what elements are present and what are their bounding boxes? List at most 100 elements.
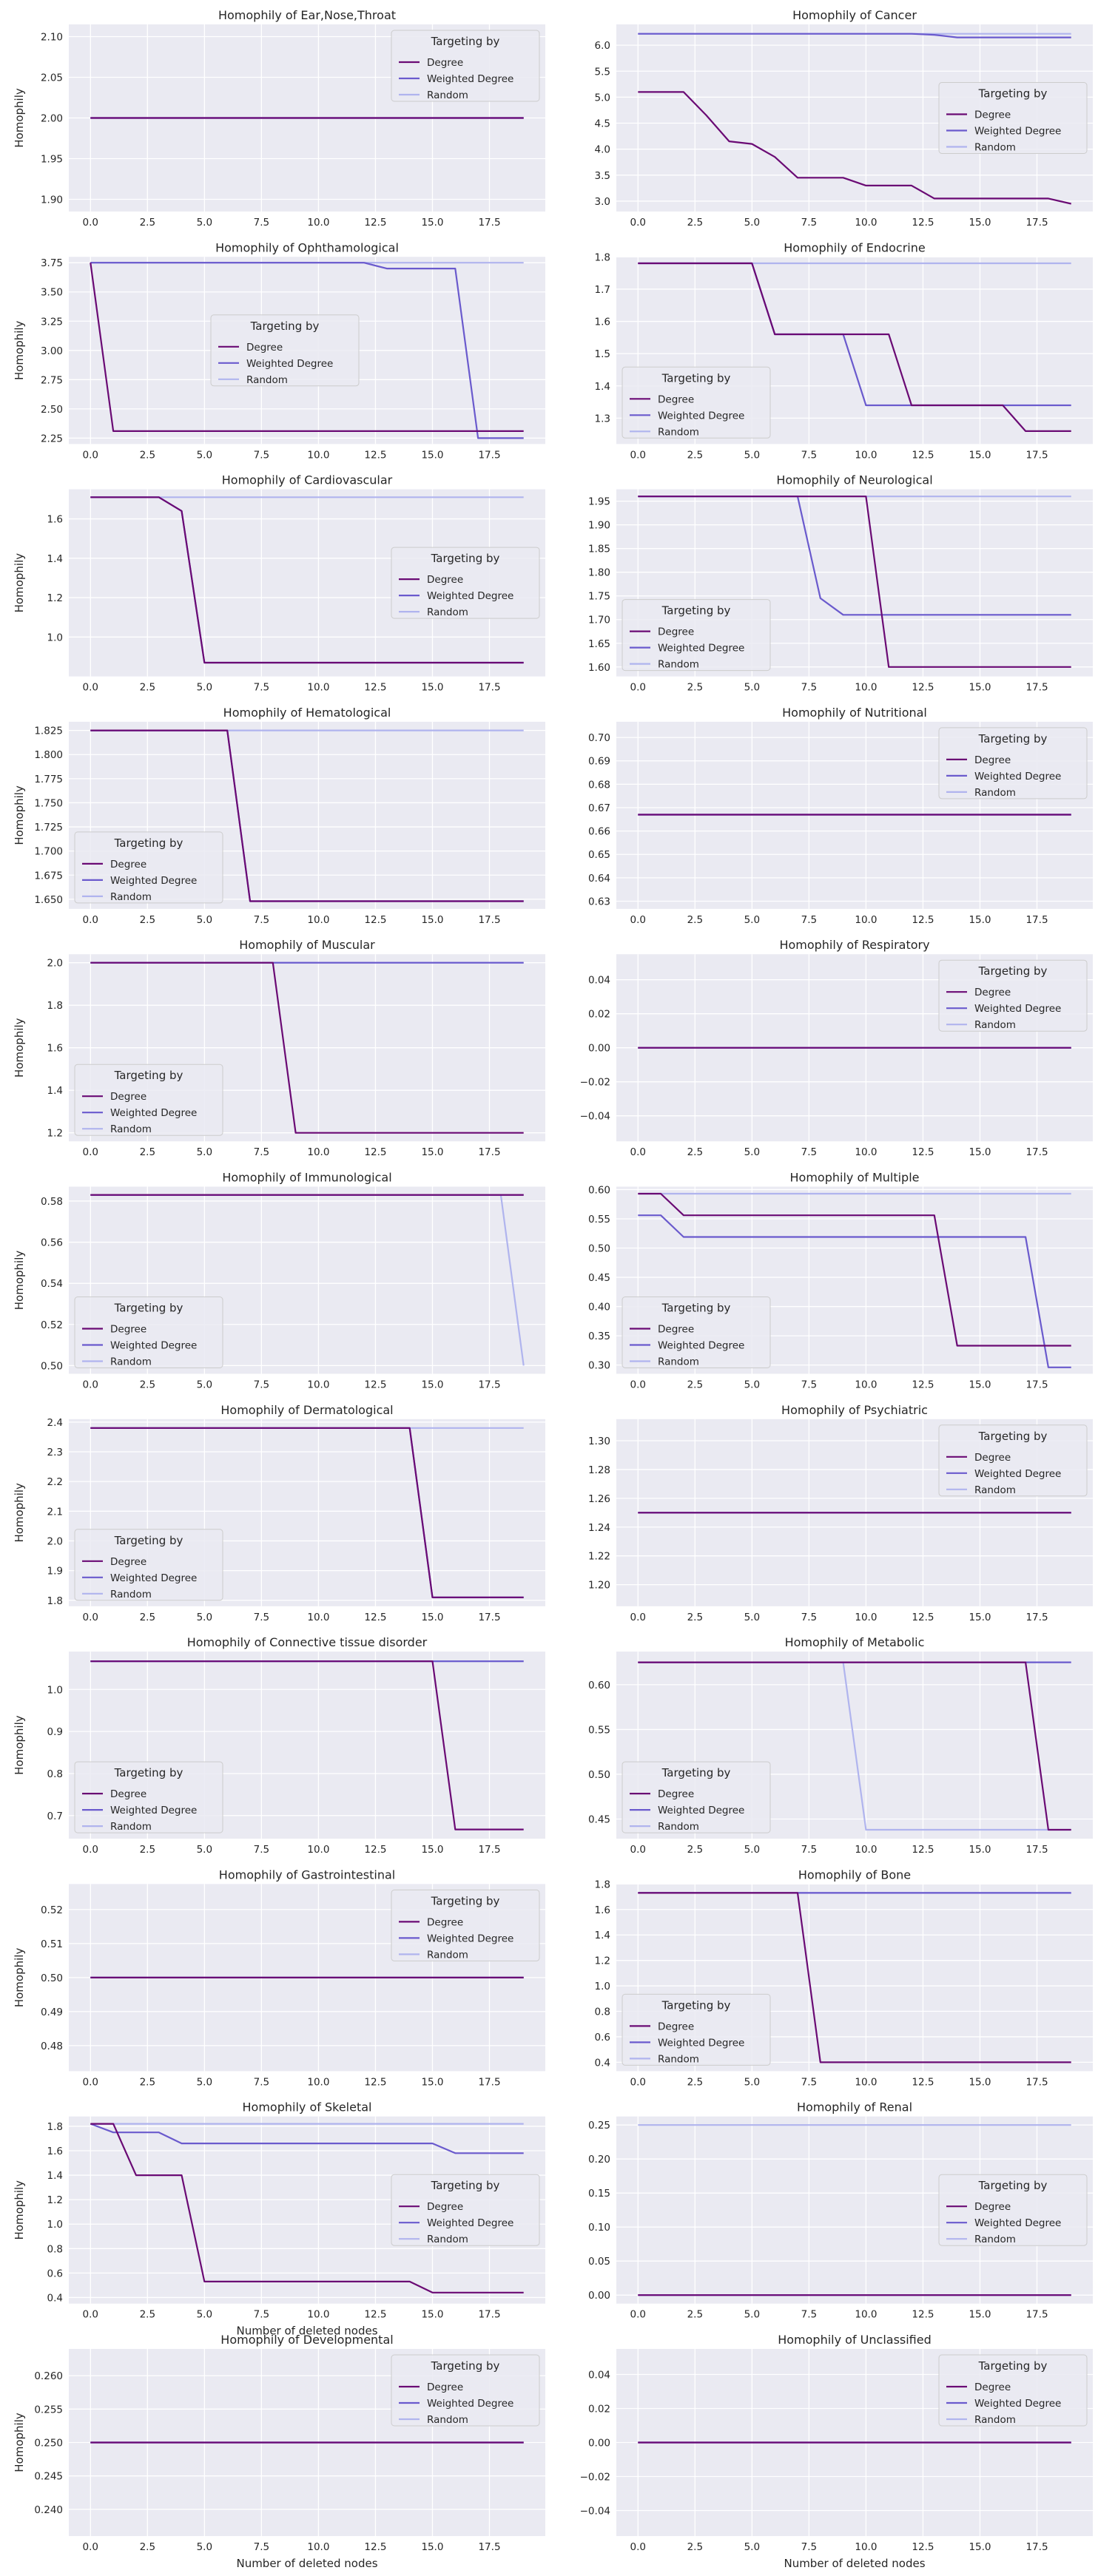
x-tick-label: 0.0 [83, 1844, 98, 1856]
x-tick-label: 10.0 [307, 1612, 329, 1623]
legend-title: Targeting by [661, 604, 731, 618]
x-tick-label: 12.5 [364, 449, 386, 461]
y-tick-label: 1.4 [47, 2170, 63, 2182]
y-tick-label: 3.75 [41, 257, 63, 269]
x-tick-label: 5.0 [197, 1379, 212, 1391]
legend-label: Random [427, 2414, 468, 2426]
legend-title: Targeting by [431, 2359, 500, 2373]
legend-box [938, 959, 1088, 1032]
subplot-18: 0.0 2.5 5.0 7.5 10.0 12.5 15.0 17.5 0.4 0.6 0.8 1.0… [595, 1867, 1093, 2088]
legend-label: Random [427, 2234, 468, 2245]
x-tick-label: 15.0 [969, 682, 991, 694]
x-tick-label: 12.5 [912, 1844, 934, 1856]
subplot-title: Homophily of Respiratory [779, 938, 929, 952]
y-tick-label: 0.50 [588, 1769, 610, 1781]
legend: Targeting by Degree Weighted Degree Random [938, 1424, 1088, 1497]
x-axis-label: Number of deleted nodes [784, 2557, 925, 2570]
x-tick-label: 15.0 [969, 1612, 991, 1623]
x-tick-label: 17.5 [1025, 217, 1048, 229]
legend: Targeting by Degree Weighted Degree Random [391, 30, 540, 102]
y-tick-label: 0.69 [588, 756, 610, 768]
legend-label: Weighted Degree [974, 1003, 1061, 1015]
y-tick-label: 0.04 [588, 2370, 610, 2381]
x-tick-label: 5.0 [197, 682, 212, 694]
legend-title: Targeting by [114, 1069, 183, 1082]
y-tick-label: 1.2 [595, 1955, 610, 1967]
legend-title: Targeting by [978, 964, 1048, 978]
x-tick-label: 10.0 [307, 217, 329, 229]
x-tick-label: 12.5 [364, 2076, 386, 2088]
legend-label: Degree [427, 57, 463, 69]
legend-label: Random [110, 1589, 152, 1600]
subplot-20: 0.0 2.5 5.0 7.5 10.0 12.5 15.0 17.5 0.00 0.05 0.10… [588, 2100, 1093, 2321]
x-tick-label: 10.0 [855, 914, 877, 926]
y-tick-label: 5.0 [595, 92, 610, 104]
x-tick-label: 12.5 [912, 217, 934, 229]
x-tick-label: 0.0 [630, 1844, 646, 1856]
x-tick-label: 17.5 [1025, 1146, 1048, 1158]
x-tick-label: 0.0 [630, 2541, 646, 2553]
x-tick-label: 15.0 [969, 2309, 991, 2321]
legend: Targeting by Degree Weighted Degree Random [74, 1529, 223, 1601]
y-tick-label: 1.95 [41, 154, 63, 166]
x-tick-label: 0.0 [630, 1379, 646, 1391]
y-tick-label: 0.55 [588, 1214, 610, 1226]
legend: Targeting by Degree Weighted Degree Random [391, 1889, 540, 1961]
legend-label: Random [427, 89, 468, 101]
x-tick-label: 10.0 [307, 2541, 329, 2553]
legend-label: Degree [658, 393, 694, 405]
x-tick-label: 2.5 [687, 2076, 703, 2088]
x-tick-label: 12.5 [912, 1146, 934, 1158]
x-tick-label: 12.5 [912, 2541, 934, 2553]
y-tick-label: 0.56 [41, 1237, 63, 1249]
legend-title: Targeting by [431, 1894, 500, 1907]
x-tick-label: 7.5 [801, 1612, 817, 1623]
legend-label: Weighted Degree [427, 2398, 513, 2410]
y-tick-label: 1.6 [47, 1043, 63, 1055]
x-tick-label: 10.0 [307, 1146, 329, 1158]
y-tick-label: 1.20 [588, 1580, 610, 1592]
legend-box [74, 1529, 223, 1601]
x-tick-label: 2.5 [140, 217, 155, 229]
y-tick-label: 1.2 [47, 1128, 63, 1140]
subplot-1: 0.0 2.5 5.0 7.5 10.0 12.5 15.0 17.5 1.90 1.95 2.00… [13, 8, 545, 229]
legend-label: Random [427, 1949, 468, 1961]
x-tick-label: 10.0 [307, 682, 329, 694]
legend-label: Weighted Degree [974, 1468, 1061, 1480]
subplot-17: 0.0 2.5 5.0 7.5 10.0 12.5 15.0 17.5 0.48 0.49 0.50… [13, 1867, 545, 2088]
y-tick-label: 0.50 [588, 1243, 610, 1255]
x-tick-label: 2.5 [140, 1146, 155, 1158]
subplot-21: 0.0 2.5 5.0 7.5 10.0 12.5 15.0 17.5 0.240 0.245 0.… [13, 2333, 545, 2570]
x-tick-label: 17.5 [478, 217, 500, 229]
x-tick-label: 0.0 [630, 2076, 646, 2088]
legend-label: Weighted Degree [110, 1805, 197, 1816]
x-tick-label: 0.0 [630, 2309, 646, 2321]
series-line-degree [90, 729, 524, 902]
x-tick-label: 2.5 [140, 1844, 155, 1856]
x-tick-label: 17.5 [1025, 2541, 1048, 2553]
legend: Targeting by Degree Weighted Degree Random [938, 2174, 1088, 2246]
x-tick-label: 2.5 [687, 1146, 703, 1158]
x-tick-label: 2.5 [687, 449, 703, 461]
y-tick-label: 0.48 [41, 2041, 63, 2052]
subplot-title: Homophily of Nutritional [782, 706, 927, 720]
x-tick-label: 7.5 [254, 1612, 269, 1623]
x-tick-label: 0.0 [83, 449, 98, 461]
y-tick-label: 1.85 [588, 544, 610, 555]
x-tick-label: 12.5 [912, 2309, 934, 2321]
legend-title: Targeting by [431, 35, 500, 48]
x-tick-label: 17.5 [1025, 1844, 1048, 1856]
subplot-title: Homophily of Neurological [776, 473, 932, 487]
y-tick-label: 1.26 [588, 1493, 610, 1505]
x-tick-label: 7.5 [254, 1379, 269, 1391]
x-tick-label: 2.5 [687, 2309, 703, 2321]
y-tick-label: 1.4 [47, 1085, 63, 1097]
x-tick-label: 17.5 [1025, 2309, 1048, 2321]
x-tick-label: 17.5 [478, 2076, 500, 2088]
y-tick-label: 0.10 [588, 2222, 610, 2234]
x-tick-label: 5.0 [744, 2541, 760, 2553]
legend-label: Random [658, 659, 699, 671]
x-tick-label: 10.0 [855, 1844, 877, 1856]
x-tick-label: 10.0 [855, 1146, 877, 1158]
